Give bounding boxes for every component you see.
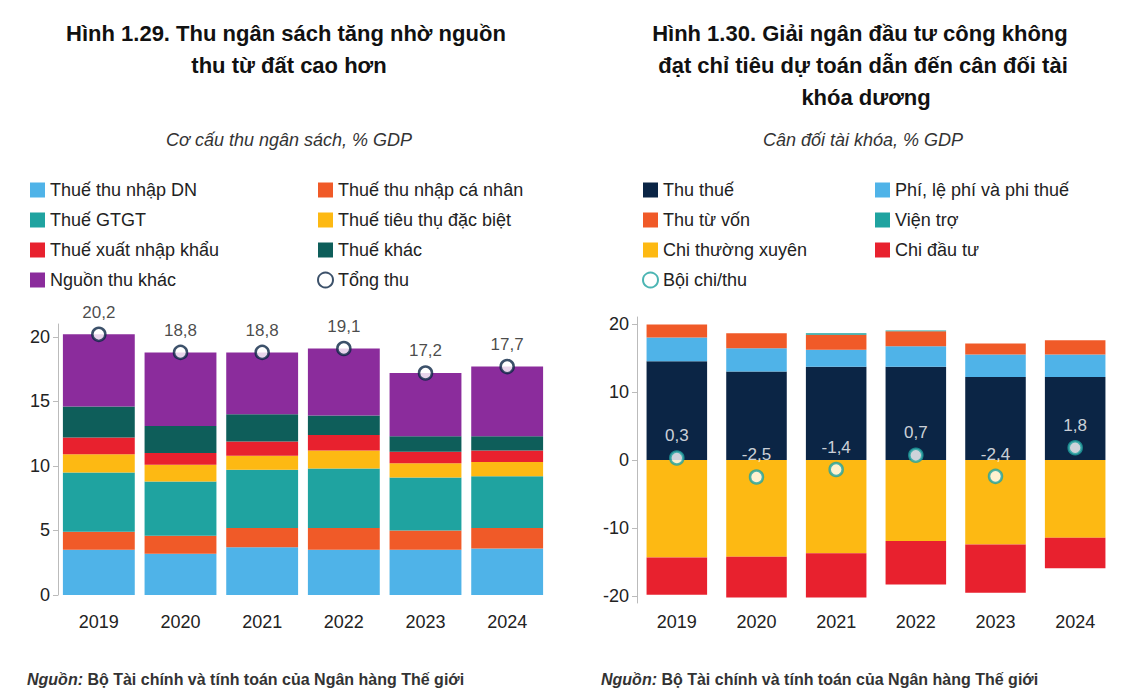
svg-text:Thuế GTGT: Thuế GTGT: [50, 210, 146, 230]
svg-text:Thu từ vốn: Thu từ vốn: [663, 210, 750, 230]
svg-text:0: 0: [619, 450, 629, 470]
svg-text:đạt chỉ tiêu dự toán dẫn đến c: đạt chỉ tiêu dự toán dẫn đến cân đối tài: [658, 53, 1068, 78]
svg-text:Tổng thu: Tổng thu: [338, 270, 409, 290]
svg-text:Bộ Tài chính và tính toán của: Bộ Tài chính và tính toán của Ngân hàng …: [83, 671, 464, 688]
svg-text:2021: 2021: [242, 612, 282, 632]
svg-text:Cơ cấu thu ngân sách, % GDP: Cơ cấu thu ngân sách, % GDP: [166, 130, 412, 150]
svg-text:2023: 2023: [975, 612, 1015, 632]
svg-text:-2,5: -2,5: [742, 445, 771, 464]
svg-text:2019: 2019: [657, 612, 697, 632]
svg-text:Viện trợ: Viện trợ: [895, 210, 959, 230]
svg-text:-2,4: -2,4: [981, 445, 1010, 464]
svg-text:20,2: 20,2: [82, 303, 115, 322]
svg-text:0,3: 0,3: [665, 426, 689, 445]
svg-text:10: 10: [30, 456, 50, 476]
svg-text:Thuế xuất nhập khẩu: Thuế xuất nhập khẩu: [50, 240, 219, 260]
svg-text:thu từ đất cao hơn: thu từ đất cao hơn: [191, 53, 386, 78]
svg-text:20: 20: [609, 314, 629, 334]
svg-text:1,8: 1,8: [1063, 416, 1087, 435]
svg-text:Nguồn:: Nguồn:: [601, 671, 657, 688]
svg-text:2022: 2022: [896, 612, 936, 632]
svg-text:-10: -10: [603, 518, 629, 538]
svg-text:Bộ Tài chính và tính toán của: Bộ Tài chính và tính toán của Ngân hàng …: [657, 671, 1038, 688]
svg-text:Thu thuế: Thu thuế: [663, 180, 734, 200]
svg-text:Chi thường xuyên: Chi thường xuyên: [663, 240, 807, 260]
svg-text:2020: 2020: [736, 612, 776, 632]
svg-text:18,8: 18,8: [246, 321, 279, 340]
svg-text:Thuế thu nhập DN: Thuế thu nhập DN: [50, 180, 197, 200]
svg-text:17,2: 17,2: [409, 341, 442, 360]
svg-text:17,7: 17,7: [491, 335, 524, 354]
svg-text:2023: 2023: [405, 612, 445, 632]
svg-text:2022: 2022: [324, 612, 364, 632]
svg-text:2020: 2020: [160, 612, 200, 632]
svg-text:Nguồn:: Nguồn:: [27, 671, 83, 688]
svg-text:Phí, lệ phí và phi thuế: Phí, lệ phí và phi thuế: [895, 180, 1069, 200]
svg-text:Nguồn thu khác: Nguồn thu khác: [50, 270, 176, 290]
svg-text:Hình 1.30. Giải ngân đầu tư cô: Hình 1.30. Giải ngân đầu tư công không: [652, 21, 1074, 46]
svg-text:Thuế tiêu thụ đặc biệt: Thuế tiêu thụ đặc biệt: [338, 210, 511, 230]
svg-text:18,8: 18,8: [164, 321, 197, 340]
svg-text:Thuế thu nhập cá nhân: Thuế thu nhập cá nhân: [338, 180, 523, 200]
svg-text:10: 10: [609, 382, 629, 402]
svg-text:Chi đầu tư: Chi đầu tư: [895, 240, 979, 260]
svg-text:15: 15: [30, 391, 50, 411]
svg-text:19,1: 19,1: [327, 317, 360, 336]
svg-text:Thuế khác: Thuế khác: [338, 240, 422, 260]
svg-text:20: 20: [30, 327, 50, 347]
svg-text:Bội chi/thu: Bội chi/thu: [663, 270, 747, 290]
svg-text:-1,4: -1,4: [822, 438, 851, 457]
svg-text:0: 0: [40, 585, 50, 605]
svg-text:0,7: 0,7: [904, 423, 928, 442]
svg-text:2024: 2024: [1055, 612, 1095, 632]
svg-text:khóa dương: khóa dương: [795, 85, 930, 110]
svg-text:2021: 2021: [816, 612, 856, 632]
svg-text:-20: -20: [603, 586, 629, 606]
svg-text:5: 5: [40, 520, 50, 540]
svg-text:2024: 2024: [487, 612, 527, 632]
svg-text:Cân đối tài khóa, % GDP: Cân đối tài khóa, % GDP: [763, 130, 963, 150]
svg-text:2019: 2019: [79, 612, 119, 632]
svg-text:Hình 1.29. Thu ngân sách tăng: Hình 1.29. Thu ngân sách tăng nhờ nguồn: [66, 21, 512, 46]
